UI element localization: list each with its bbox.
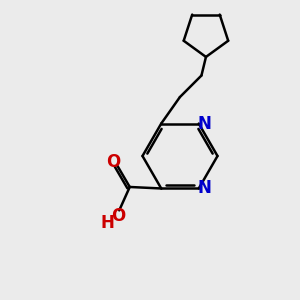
Text: N: N	[197, 179, 211, 197]
Text: H: H	[101, 214, 115, 232]
Text: N: N	[197, 115, 211, 133]
Text: O: O	[106, 153, 121, 171]
Text: O: O	[111, 207, 125, 225]
